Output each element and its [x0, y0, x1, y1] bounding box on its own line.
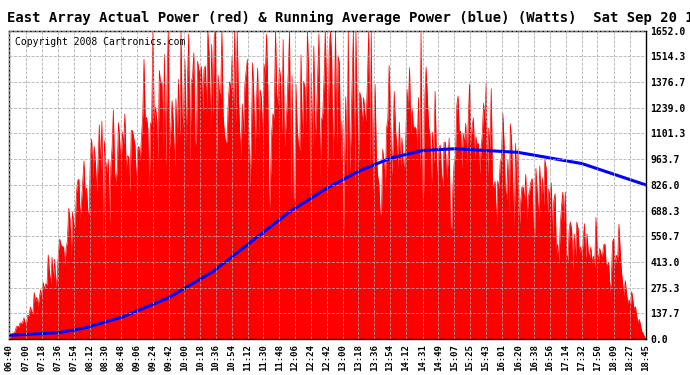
Text: East Array Actual Power (red) & Running Average Power (blue) (Watts)  Sat Sep 20: East Array Actual Power (red) & Running … — [7, 11, 690, 26]
Text: Copyright 2008 Cartronics.com: Copyright 2008 Cartronics.com — [15, 37, 186, 47]
